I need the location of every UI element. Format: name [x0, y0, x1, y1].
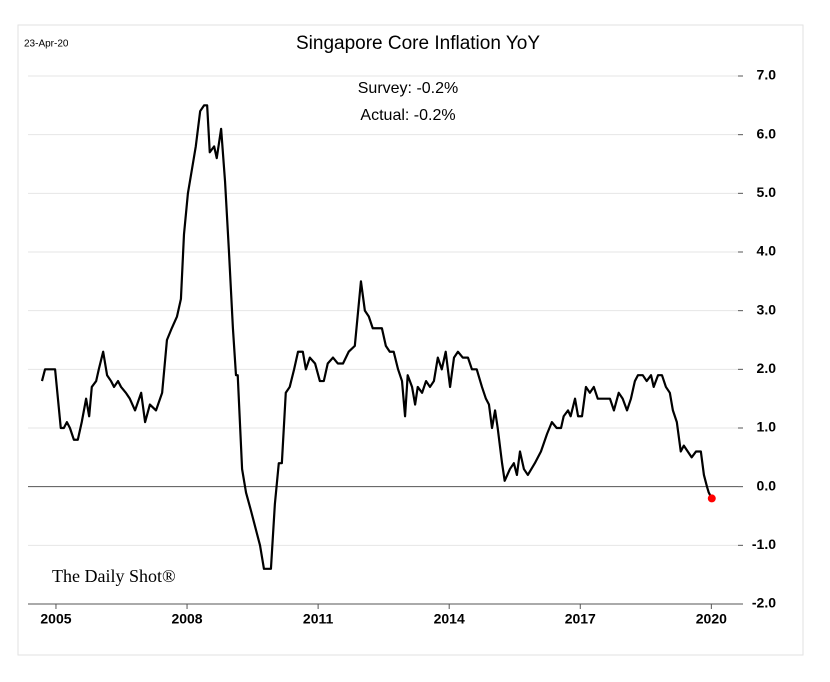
- y-tick-label: 5.0: [757, 184, 777, 200]
- watermark: The Daily Shot®: [52, 566, 176, 586]
- y-tick-label: 7.0: [757, 67, 777, 83]
- y-tick-label: 3.0: [757, 301, 777, 317]
- y-tick-label: -2.0: [752, 595, 776, 611]
- y-tick-label: 6.0: [757, 125, 777, 141]
- x-tick-label: 2008: [171, 611, 202, 627]
- annotation: Survey: -0.2%: [358, 80, 458, 97]
- line: [40, 104, 713, 570]
- y-tick-label: 0.0: [757, 477, 777, 493]
- x-tick-label: 2020: [696, 611, 727, 627]
- x-tick-label: 2017: [565, 611, 596, 627]
- y-tick-label: 1.0: [757, 419, 777, 435]
- x-tick-label: 2005: [40, 611, 71, 627]
- last-point: [707, 494, 716, 503]
- y-tick-label: -1.0: [752, 536, 776, 552]
- x-tick-label: 2011: [303, 611, 334, 627]
- chart-title: Singapore Core Inflation YoY: [296, 33, 540, 54]
- annotation: Actual: -0.2%: [360, 107, 455, 124]
- y-tick-label: 4.0: [757, 243, 777, 259]
- x-tick-label: 2014: [434, 611, 465, 627]
- y-tick-label: 2.0: [757, 360, 777, 376]
- date-label: 23-Apr-20: [24, 39, 69, 50]
- chart-frame: [17, 24, 804, 656]
